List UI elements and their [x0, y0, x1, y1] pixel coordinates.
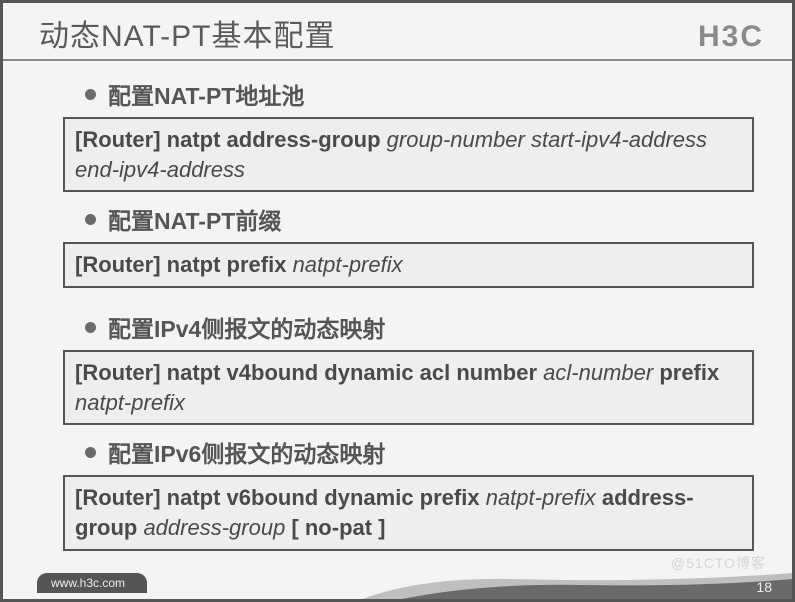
bullet-icon [85, 89, 96, 100]
bullet-item: 配置IPv4侧报文的动态映射 [85, 310, 754, 344]
code-box: [Router] natpt prefix natpt-prefix [63, 242, 754, 288]
bullet-item: 配置NAT-PT地址池 [85, 77, 754, 111]
footer-url: www.h3c.com [37, 573, 147, 593]
bullet-icon [85, 322, 96, 333]
bullet-label: 配置IPv4侧报文的动态映射 [108, 310, 385, 344]
bullet-label: 配置NAT-PT地址池 [108, 77, 304, 111]
code-box: [Router] natpt v6bound dynamic prefix na… [63, 475, 754, 550]
code-italic: acl-number [543, 360, 653, 385]
content-area: 配置NAT-PT地址池 [Router] natpt address-group… [3, 61, 792, 551]
code-bold: [Router] natpt address-group [75, 127, 387, 152]
code-italic: address-group [143, 515, 285, 540]
code-italic: natpt-prefix [293, 252, 403, 277]
slide: 动态NAT-PT基本配置 H3C 配置NAT-PT地址池 [Router] na… [0, 0, 795, 602]
bullet-label: 配置NAT-PT前缀 [108, 202, 281, 236]
brand-logo: H3C [698, 20, 764, 54]
code-bold: [Router] natpt v6bound dynamic prefix [75, 485, 486, 510]
bullet-icon [85, 214, 96, 225]
code-bold: prefix [653, 360, 719, 385]
code-box: [Router] natpt address-group group-numbe… [63, 117, 754, 192]
code-bold: [Router] natpt v4bound dynamic acl numbe… [75, 360, 543, 385]
page-number: 18 [756, 579, 772, 595]
code-italic: natpt-prefix [75, 390, 185, 415]
header: 动态NAT-PT基本配置 H3C [3, 3, 792, 61]
code-box: [Router] natpt v4bound dynamic acl numbe… [63, 350, 754, 425]
code-italic: natpt-prefix [486, 485, 596, 510]
bullet-item: 配置NAT-PT前缀 [85, 202, 754, 236]
footer-decoration [362, 573, 792, 599]
slide-title: 动态NAT-PT基本配置 [39, 11, 335, 55]
bullet-item: 配置IPv6侧报文的动态映射 [85, 435, 754, 469]
watermark: @51CTO博客 [671, 553, 766, 573]
bullet-label: 配置IPv6侧报文的动态映射 [108, 435, 385, 469]
bullet-icon [85, 447, 96, 458]
code-bold: [Router] natpt prefix [75, 252, 293, 277]
footer: www.h3c.com 18 [3, 569, 792, 599]
code-bold: [ no-pat ] [285, 515, 385, 540]
